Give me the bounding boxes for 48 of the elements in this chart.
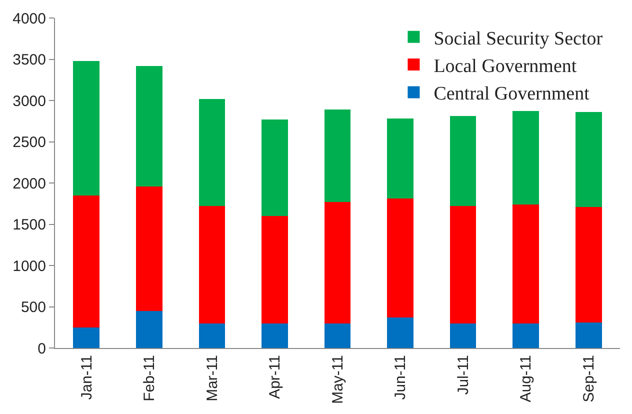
legend-label: Social Security Sector [434, 28, 604, 50]
legend-label: Central Government [434, 84, 590, 105]
y-tick-label: 3000 [12, 92, 46, 110]
y-tick-label: 1000 [12, 258, 46, 275]
y-tick-label: 1500 [12, 216, 46, 234]
bar [198, 98, 226, 206]
bar [136, 186, 162, 311]
bar [324, 110, 351, 202]
bar [262, 323, 288, 348]
bar [450, 116, 476, 206]
x-tick-label: Aug-11 [518, 355, 535, 402]
bar [73, 195, 100, 328]
x-tick-label: Apr-11 [266, 355, 284, 399]
bar [324, 202, 351, 324]
bar [262, 216, 288, 324]
x-tick-label: May-11 [329, 355, 346, 404]
bar [73, 60, 100, 196]
bar [136, 310, 162, 348]
bar [324, 323, 351, 348]
y-tick-label: 500 [20, 299, 46, 316]
y-tick-label: 0 [38, 340, 46, 358]
x-tick-label: Jan-11 [78, 355, 96, 400]
bar [575, 206, 602, 322]
bar [512, 323, 540, 348]
x-tick-label: Jul-11 [454, 355, 472, 395]
legend-label: Local Government [434, 56, 578, 77]
y-tick-label: 2000 [12, 175, 46, 192]
bar [450, 323, 476, 348]
bar [575, 112, 602, 207]
bar [262, 119, 288, 216]
y-tick-label: 2500 [12, 134, 46, 151]
y-tick-label: 3500 [12, 52, 46, 68]
x-tick-label: Feb-11 [141, 355, 158, 402]
y-tick-label: 4000 [12, 10, 46, 28]
bar [512, 204, 540, 324]
bar [512, 111, 540, 204]
bar [450, 206, 476, 324]
bar [387, 118, 414, 199]
bar [136, 66, 162, 186]
bar [198, 323, 226, 348]
bar [387, 198, 414, 318]
x-tick-label: Sep-11 [580, 355, 598, 402]
bar [387, 317, 414, 348]
bar [575, 322, 602, 348]
x-tick-label: Jun-11 [392, 355, 410, 400]
bar [198, 206, 226, 324]
bar [73, 327, 100, 348]
x-tick-label: Mar-11 [204, 355, 221, 402]
